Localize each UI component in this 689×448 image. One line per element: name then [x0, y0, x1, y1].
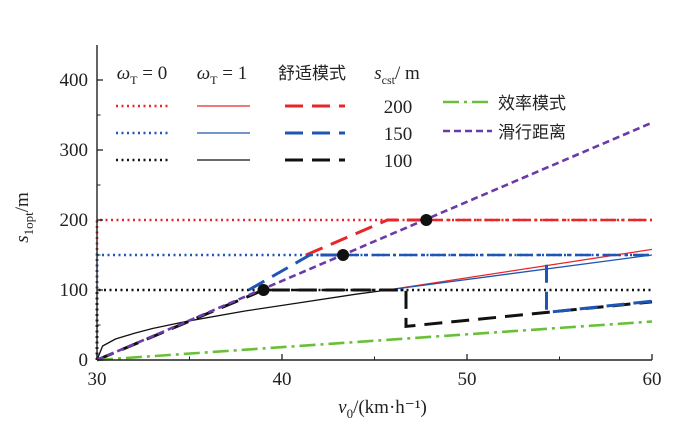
optimal-point-marker [257, 284, 270, 296]
series-line [247, 253, 343, 292]
legend-header-scst: scst/ m [374, 63, 420, 87]
x-tick-label: 50 [458, 369, 477, 390]
legend-header-w0: ωT = 0 [117, 63, 167, 87]
legend-label-efficiency: 效率模式 [498, 94, 566, 114]
series-layer [95, 121, 653, 362]
series-line [387, 254, 653, 291]
series-line [305, 218, 427, 257]
x-axis-label: v0/(km·h⁻¹) [338, 397, 427, 421]
y-tick-label: 100 [60, 280, 89, 301]
legend-header-comfort: 舒适模式 [278, 64, 346, 84]
series-line [545, 264, 653, 315]
optimal-point-marker [337, 249, 350, 261]
legend-header-w1: ωT = 1 [197, 63, 247, 87]
y-tick-label: 300 [60, 140, 89, 161]
legend-label-coasting: 滑行距离 [498, 123, 566, 143]
series-line [95, 253, 652, 360]
y-tick-label: 200 [60, 210, 89, 231]
legend-row-label: 100 [384, 151, 413, 172]
x-tick-label: 30 [88, 369, 107, 390]
x-tick-label: 40 [273, 369, 292, 390]
series-line [96, 288, 653, 362]
marker-layer [257, 214, 433, 296]
series-line [96, 121, 653, 362]
legend-row-label: 200 [384, 97, 413, 118]
y-tick-label: 400 [60, 70, 89, 91]
y-tick-label: 0 [79, 350, 89, 371]
series-line [96, 320, 653, 362]
y-axis-label: s1opt/m [12, 192, 36, 243]
x-tick-label: 60 [643, 369, 662, 390]
optimal-point-marker [420, 214, 433, 226]
axes-layer: 0 100 200 300 400 30 40 50 60 v0/(km·h⁻¹) s1opt/m [12, 45, 662, 421]
legend-row-label: 150 [384, 124, 413, 145]
series-line [96, 289, 388, 361]
